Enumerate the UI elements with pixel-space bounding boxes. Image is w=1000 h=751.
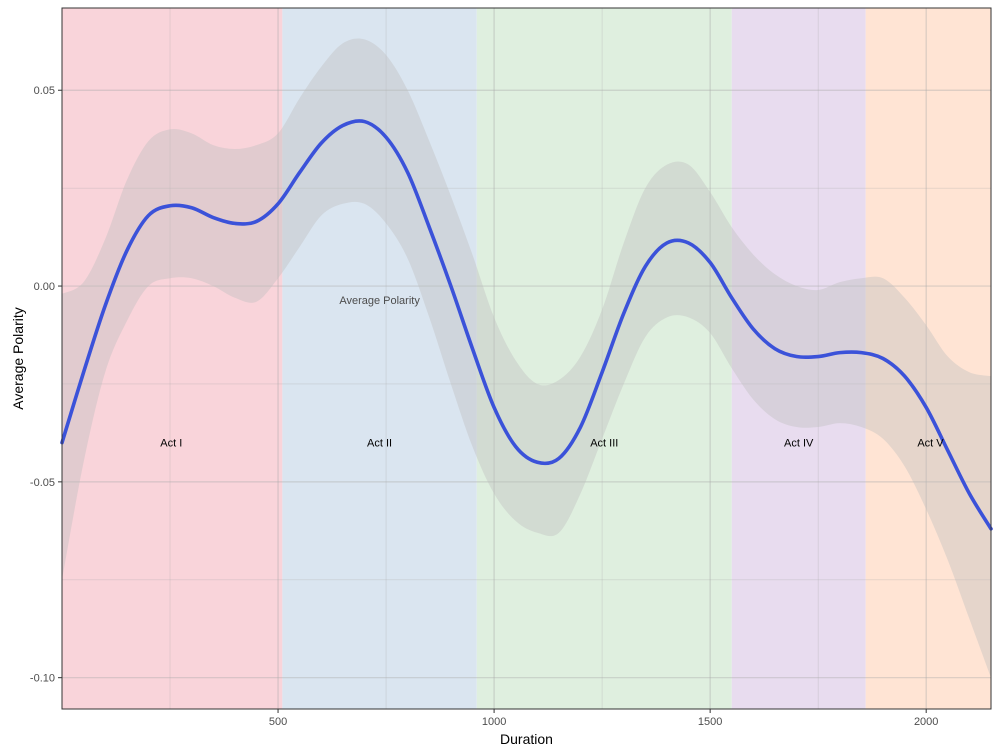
y-axis-title: Average Polarity (10, 307, 26, 409)
grid-lines (62, 8, 991, 709)
x-tick-label: 2000 (914, 716, 938, 728)
y-axis: -0.10 -0.05 0.00 0.05 (30, 85, 62, 685)
act-label-1: Act I (160, 438, 182, 450)
confidence-band (62, 38, 991, 678)
act-band-2 (282, 8, 477, 709)
x-axis: 500 1000 1500 2000 (269, 709, 938, 728)
x-tick-label: 500 (269, 716, 287, 728)
x-axis-title: Duration (500, 731, 553, 747)
plot-panel: Act I Act II Act III Act IV Act V Average Po… (60, 7, 993, 710)
y-tick-label: -0.05 (30, 477, 55, 489)
act-band-1 (62, 8, 283, 709)
act-label-5: Act V (917, 438, 944, 450)
average-polarity-annotation: Average Polarity (339, 295, 420, 307)
polarity-line (60, 119, 993, 531)
act-label-4: Act IV (784, 438, 814, 450)
y-tick-label: 0.00 (34, 281, 55, 293)
panel-border (61, 7, 992, 710)
x-tick-label: 1000 (482, 716, 506, 728)
x-tick-label: 1500 (698, 716, 722, 728)
y-tick-label: -0.10 (30, 673, 55, 685)
y-tick-label: 0.05 (34, 85, 55, 97)
act-band-3 (476, 8, 732, 709)
act-label-3: Act III (590, 438, 618, 450)
act-label-2: Act II (367, 438, 392, 450)
act-labels: Act I Act II Act III Act IV Act V (160, 438, 944, 450)
